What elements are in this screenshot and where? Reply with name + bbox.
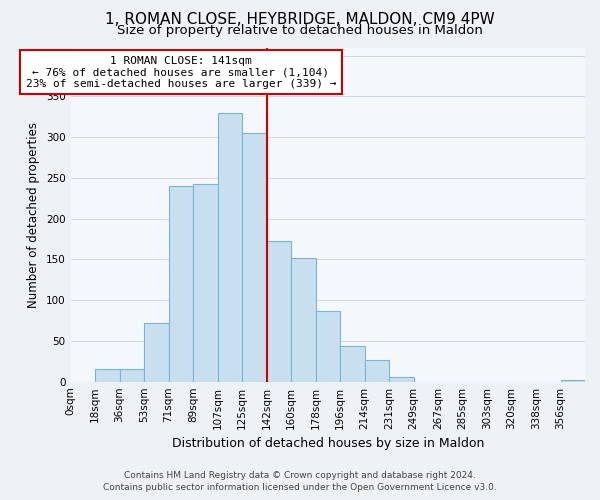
Bar — [218, 112, 242, 382]
Bar — [193, 184, 218, 382]
Y-axis label: Number of detached properties: Number of detached properties — [28, 122, 40, 308]
Bar — [169, 186, 193, 382]
Text: Contains HM Land Registry data © Crown copyright and database right 2024.
Contai: Contains HM Land Registry data © Crown c… — [103, 471, 497, 492]
Bar — [95, 370, 119, 382]
Bar — [291, 258, 316, 382]
Text: Size of property relative to detached houses in Maldon: Size of property relative to detached ho… — [117, 24, 483, 37]
Bar — [144, 323, 169, 382]
Bar — [266, 242, 291, 382]
Bar — [119, 370, 144, 382]
Text: 1 ROMAN CLOSE: 141sqm
← 76% of detached houses are smaller (1,104)
23% of semi-d: 1 ROMAN CLOSE: 141sqm ← 76% of detached … — [26, 56, 336, 89]
Bar — [242, 133, 266, 382]
Bar — [340, 346, 365, 382]
Bar — [560, 380, 585, 382]
Bar — [389, 377, 413, 382]
Bar — [316, 311, 340, 382]
Text: 1, ROMAN CLOSE, HEYBRIDGE, MALDON, CM9 4PW: 1, ROMAN CLOSE, HEYBRIDGE, MALDON, CM9 4… — [105, 12, 495, 28]
X-axis label: Distribution of detached houses by size in Maldon: Distribution of detached houses by size … — [172, 437, 484, 450]
Bar — [365, 360, 389, 382]
